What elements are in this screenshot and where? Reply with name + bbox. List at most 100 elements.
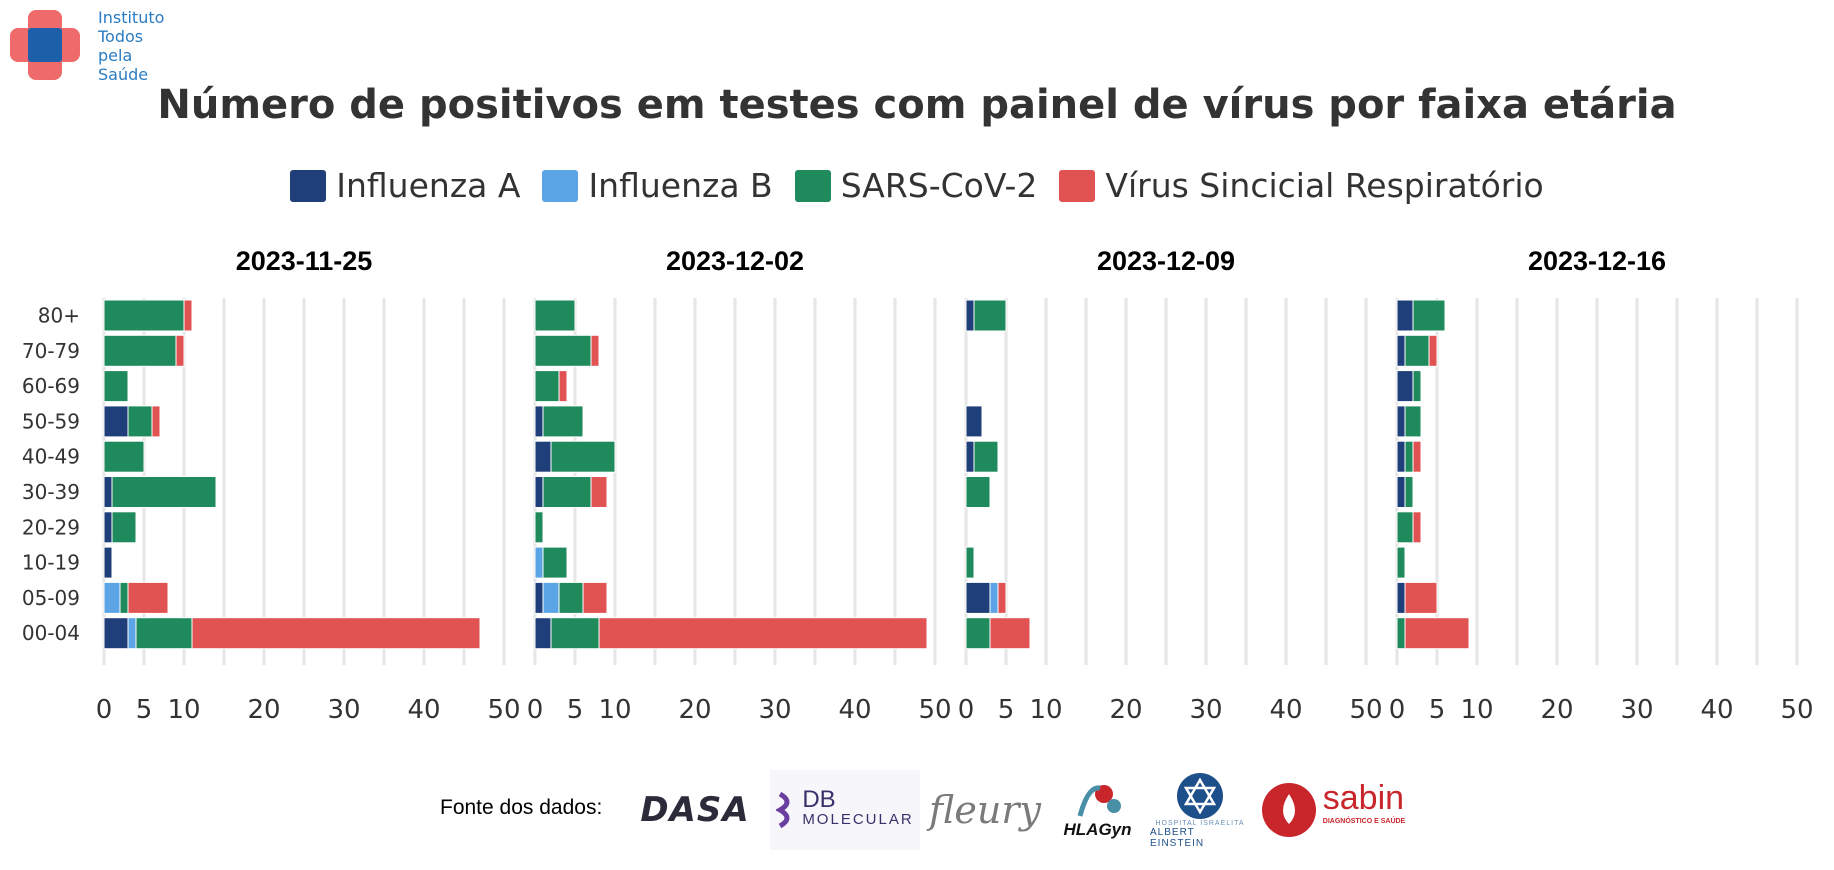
- x-tick-label: 5: [1429, 695, 1446, 725]
- legend-item-influenza-a: Influenza A: [290, 166, 520, 205]
- einstein-logo: HOSPITAL ISRAELITA ALBERT EINSTEIN: [1150, 770, 1250, 850]
- bar-segment: [1396, 334, 1406, 367]
- bar-segment: [989, 617, 1031, 650]
- sabin-logo: sabin DIAGNÓSTICO E SAÚDE: [1258, 770, 1408, 850]
- x-tick-label: 0: [96, 695, 113, 725]
- dasa-logo-text: DASA: [640, 790, 750, 830]
- x-tick-label: 0: [958, 695, 975, 725]
- y-tick-label: 50-59: [22, 409, 80, 433]
- bar-segment: [175, 334, 185, 367]
- bar-segment: [183, 299, 193, 332]
- bar-segment: [127, 581, 169, 614]
- y-tick-label: 10-19: [22, 551, 80, 575]
- logo-text-line: Saúde: [98, 65, 149, 84]
- x-tick-label: 30: [1620, 695, 1653, 725]
- bar-segment: [989, 581, 999, 614]
- panel-title: 2023-12-02: [666, 246, 804, 276]
- bar-segment: [965, 581, 991, 614]
- bar-segment: [127, 617, 137, 650]
- bar-segment: [1404, 334, 1430, 367]
- bar-segment: [534, 511, 544, 544]
- bar-segment: [1412, 440, 1422, 473]
- bar-segment: [103, 511, 113, 544]
- db-molecular-logo: DB MOLECULAR: [770, 770, 920, 850]
- bar-segment: [1404, 617, 1470, 650]
- logo-text-line: Todos: [98, 27, 144, 46]
- bar-segment: [558, 581, 584, 614]
- bar-segment: [965, 299, 975, 332]
- bar-segment: [965, 405, 983, 438]
- x-tick-label: 30: [1189, 695, 1222, 725]
- x-tick-label: 5: [136, 695, 153, 725]
- bar-segment: [973, 299, 1007, 332]
- x-tick-label: 30: [758, 695, 791, 725]
- logo-text-line: Instituto: [98, 8, 165, 27]
- x-tick-label: 40: [838, 695, 871, 725]
- bar-segment: [965, 476, 991, 508]
- x-tick-label: 10: [1460, 695, 1493, 725]
- db-logo-text: DB: [802, 786, 836, 813]
- bar-segment: [1396, 617, 1406, 650]
- bar-segment: [1396, 299, 1414, 332]
- db-helix-icon: [776, 791, 790, 829]
- bar-segment: [534, 546, 544, 579]
- legend-swatch: [542, 169, 579, 202]
- bar-segment: [534, 476, 544, 508]
- x-tick-label: 50: [1349, 695, 1382, 725]
- bar-segment: [151, 405, 161, 438]
- bar-segment: [1404, 405, 1422, 438]
- bar-segment: [965, 546, 975, 579]
- y-tick-label: 20-29: [22, 515, 80, 539]
- x-tick-label: 40: [407, 695, 440, 725]
- bar-segment: [997, 581, 1007, 614]
- bar-segment: [534, 370, 560, 403]
- bar-segment: [534, 334, 592, 367]
- instituto-todos-pela-saude-logo: Instituto Todos pela Saúde: [10, 6, 170, 86]
- bar-segment: [135, 617, 193, 650]
- chart-legend: Influenza A Influenza B SARS-CoV-2 Vírus…: [0, 166, 1834, 205]
- y-tick-label: 40-49: [22, 445, 80, 469]
- bar-segment: [191, 617, 481, 650]
- bar-segment: [103, 370, 129, 403]
- x-tick-label: 20: [247, 695, 280, 725]
- bar-segment: [534, 440, 552, 473]
- einstein-logo-subtext: ALBERT EINSTEIN: [1150, 826, 1205, 849]
- y-tick-label: 05-09: [22, 586, 80, 610]
- bar-segment: [1396, 370, 1414, 403]
- faceted-bar-chart: 80+70-7960-6950-5940-4930-3920-2910-1905…: [22, 246, 1814, 725]
- bar-segment: [590, 476, 608, 508]
- bar-segment: [598, 617, 928, 650]
- bar-segment: [550, 617, 600, 650]
- x-tick-label: 30: [327, 695, 360, 725]
- y-tick-label: 60-69: [22, 374, 80, 398]
- legend-label: Influenza A: [336, 166, 521, 205]
- y-tick-label: 00-04: [22, 621, 80, 645]
- fleury-logo: fleury: [929, 770, 1041, 850]
- bar-segment: [103, 581, 121, 614]
- bar-segment: [1404, 440, 1414, 473]
- bar-segment: [542, 476, 592, 508]
- fleury-logo-text: fleury: [929, 788, 1041, 832]
- x-tick-label: 0: [1389, 695, 1406, 725]
- bar-segment: [1396, 581, 1406, 614]
- bar-segment: [558, 370, 568, 403]
- bar-segment: [119, 581, 129, 614]
- x-tick-label: 20: [1540, 695, 1573, 725]
- sabin-drop-icon: [1261, 783, 1316, 837]
- bar-segment: [127, 405, 153, 438]
- bar-segment: [550, 440, 616, 473]
- bar-segment: [1396, 476, 1406, 508]
- bar-segment: [111, 476, 217, 508]
- bar-segment: [1396, 405, 1406, 438]
- panel-title: 2023-11-25: [236, 246, 373, 276]
- dasa-logo: DASA: [630, 770, 760, 850]
- x-tick-label: 10: [1029, 695, 1062, 725]
- bar-segment: [111, 511, 137, 544]
- bar-segment: [534, 405, 544, 438]
- x-tick-label: 50: [487, 695, 520, 725]
- bar-segment: [103, 546, 113, 579]
- y-tick-label: 70-79: [22, 339, 80, 363]
- einstein-logo-text: HOSPITAL ISRAELITA: [1155, 819, 1245, 827]
- panel-title: 2023-12-16: [1528, 246, 1666, 276]
- bar-segment: [103, 299, 185, 332]
